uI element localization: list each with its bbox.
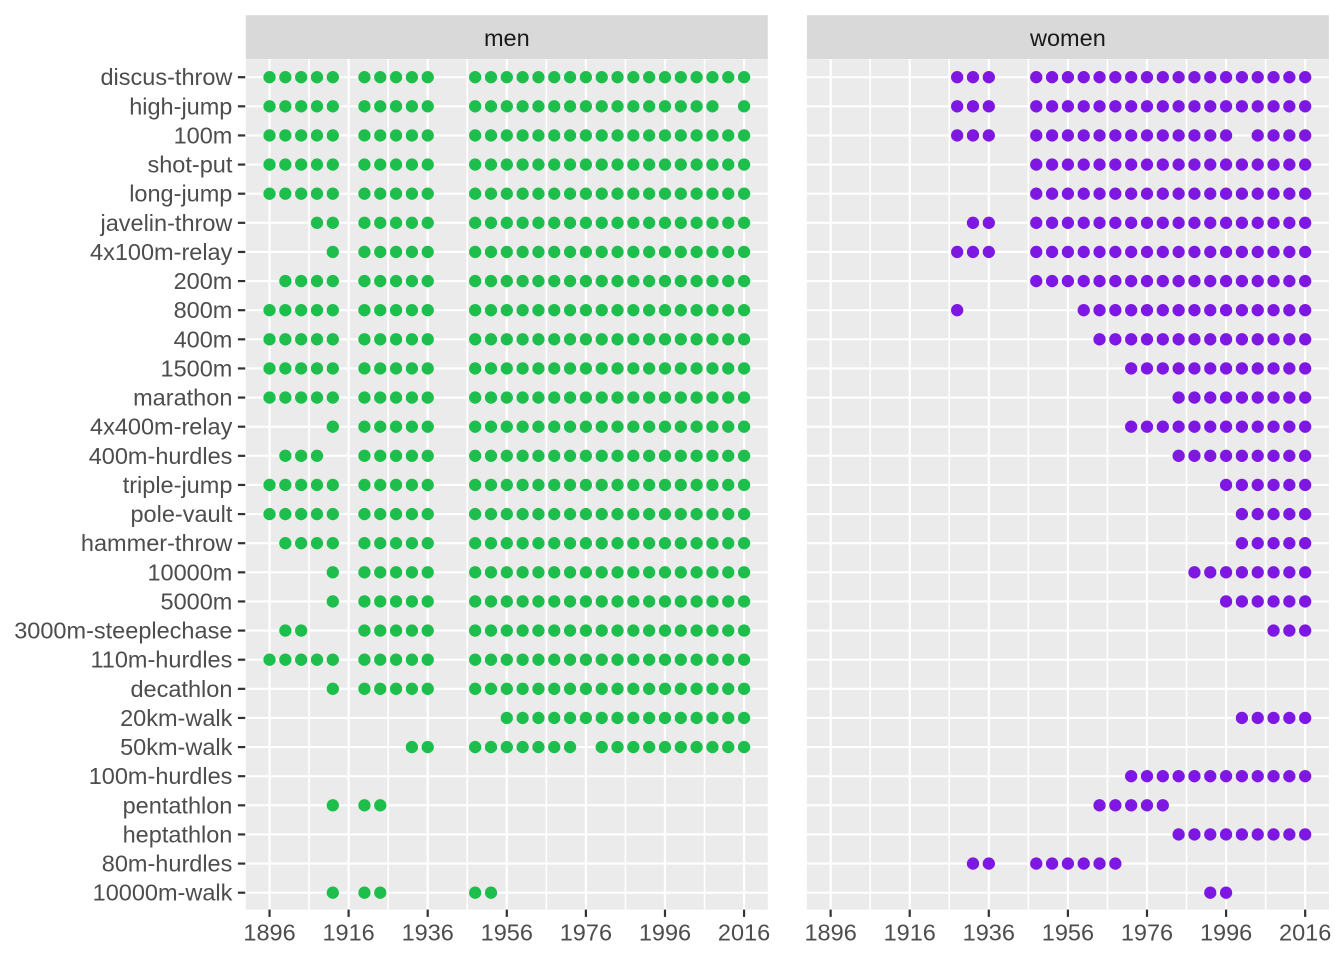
svg-text:100m: 100m [174,122,233,148]
svg-text:javelin-throw: javelin-throw [99,210,233,236]
svg-text:100m-hurdles: 100m-hurdles [89,763,233,789]
svg-text:high-jump: high-jump [129,93,232,119]
svg-text:pole-vault: pole-vault [130,501,232,527]
svg-text:3000m-steeplechase: 3000m-steeplechase [14,618,232,644]
svg-text:110m-hurdles: 110m-hurdles [90,647,232,673]
svg-text:1956: 1956 [481,919,533,945]
svg-text:1976: 1976 [1121,919,1173,945]
svg-text:4x100m-relay: 4x100m-relay [90,239,233,265]
svg-text:1500m: 1500m [161,355,233,381]
svg-text:20km-walk: 20km-walk [120,705,233,731]
svg-text:1896: 1896 [243,919,295,945]
svg-text:1956: 1956 [1042,919,1094,945]
svg-text:400m-hurdles: 400m-hurdles [89,443,233,469]
svg-text:heptathlon: heptathlon [123,821,233,847]
svg-text:4x400m-relay: 4x400m-relay [90,414,233,440]
svg-text:1936: 1936 [963,919,1015,945]
svg-text:800m: 800m [174,297,233,323]
svg-text:2016: 2016 [718,919,770,945]
svg-text:long-jump: long-jump [129,181,232,207]
svg-text:hammer-throw: hammer-throw [81,530,234,556]
svg-text:1916: 1916 [322,919,374,945]
svg-text:women: women [1029,25,1106,51]
svg-text:1976: 1976 [560,919,612,945]
svg-text:men: men [484,25,530,51]
svg-text:10000m-walk: 10000m-walk [93,880,233,906]
svg-text:80m-hurdles: 80m-hurdles [102,851,233,877]
svg-text:5000m: 5000m [161,588,233,614]
svg-text:decathlon: decathlon [130,676,232,702]
svg-text:discus-throw: discus-throw [100,64,233,90]
svg-text:marathon: marathon [133,385,232,411]
svg-text:400m: 400m [174,326,233,352]
svg-text:1996: 1996 [1200,919,1252,945]
svg-text:50km-walk: 50km-walk [120,734,233,760]
svg-text:shot-put: shot-put [147,152,232,178]
svg-text:1996: 1996 [639,919,691,945]
svg-text:1896: 1896 [804,919,856,945]
svg-text:2016: 2016 [1279,919,1331,945]
svg-text:1936: 1936 [402,919,454,945]
svg-text:pentathlon: pentathlon [123,792,233,818]
svg-text:200m: 200m [174,268,233,294]
svg-text:1916: 1916 [884,919,936,945]
svg-text:triple-jump: triple-jump [123,472,233,498]
svg-text:10000m: 10000m [147,559,232,585]
